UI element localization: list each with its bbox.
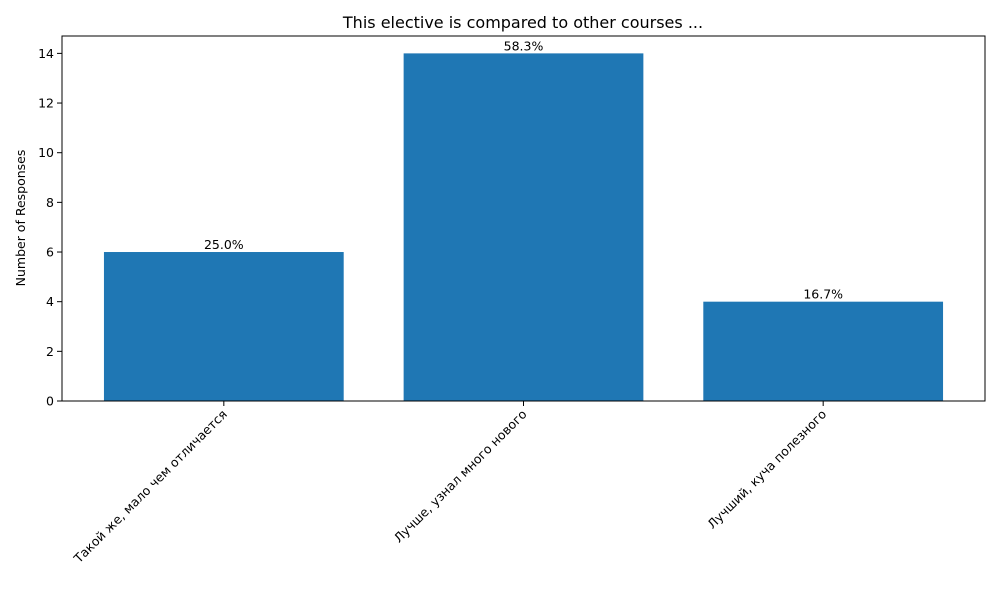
y-tick-label-12: 12: [38, 96, 54, 111]
bars-group: [103, 53, 944, 401]
bar-1: [103, 252, 344, 401]
x-tick-label-2: Лучше, узнал много нового: [391, 407, 530, 546]
y-tick-label-2: 2: [46, 344, 54, 359]
bar-data-label-1: 25.0%: [204, 237, 244, 252]
x-tick-label-3: Лучший, куча полезного: [704, 407, 829, 532]
x-tick-label-1: Такой же, мало чем отличается: [70, 407, 230, 567]
x-axis: Такой же, мало чем отличается Лучше, узна…: [70, 401, 829, 566]
y-axis: 0 2 4 6 8 10 12 14: [38, 46, 62, 409]
bar-2: [403, 53, 644, 401]
bar-data-label-2: 58.3%: [504, 38, 544, 53]
y-tick-label-0: 0: [46, 394, 54, 409]
bar-3: [703, 301, 944, 401]
chart-title: This elective is compared to other cours…: [342, 13, 703, 32]
y-tick-label-8: 8: [46, 195, 54, 210]
bar-labels-group: 25.0% 58.3% 16.7%: [204, 38, 843, 301]
y-tick-label-6: 6: [46, 245, 54, 260]
bar-data-label-3: 16.7%: [803, 287, 843, 302]
y-axis-title: Number of Responses: [13, 150, 28, 287]
plot-frame: [61, 35, 986, 402]
y-tick-label-10: 10: [38, 145, 54, 160]
y-tick-label-14: 14: [38, 46, 54, 61]
y-tick-label-4: 4: [46, 294, 54, 309]
